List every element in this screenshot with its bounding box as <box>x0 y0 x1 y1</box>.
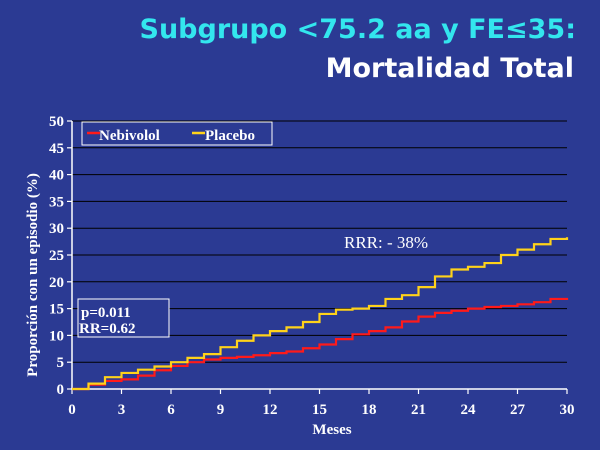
x-tick-label-0: 0 <box>68 402 76 418</box>
y-tick-label-0: 0 <box>57 382 65 398</box>
x-tick-label-12: 12 <box>263 402 278 418</box>
x-tick-label-27: 27 <box>510 402 526 418</box>
y-tick-label-5: 5 <box>57 355 65 371</box>
x-axis-title: Meses <box>312 422 351 438</box>
y-tick-label-50: 50 <box>49 114 64 130</box>
y-tick-label-15: 15 <box>49 302 64 318</box>
x-tick-label-3: 3 <box>118 402 126 418</box>
slide-title: Subgrupo <75.2 aa y FE≤35: <box>139 14 577 45</box>
rr-label: RR=0.62 <box>79 321 135 337</box>
legend-box <box>81 121 273 146</box>
x-tick-label-30: 30 <box>560 402 575 418</box>
y-tick-label-40: 40 <box>49 168 64 184</box>
y-tick-label-45: 45 <box>49 141 64 157</box>
y-axis-title: Proporción con un episodio (%) <box>25 173 41 377</box>
series-line-placebo <box>72 237 569 391</box>
y-tick-label-30: 30 <box>49 221 64 237</box>
x-tick-label-15: 15 <box>312 402 327 418</box>
slide-subtitle: Mortalidad Total <box>325 53 574 84</box>
legend-label-placebo: Placebo <box>205 128 255 144</box>
rrr-annotation: RRR: - 38% <box>344 233 428 252</box>
stats-box <box>77 298 170 338</box>
legend-label-nebivolol: Nebivolol <box>99 128 160 144</box>
y-tick-label-20: 20 <box>49 275 64 291</box>
x-tick-label-21: 21 <box>411 402 426 418</box>
y-tick-label-25: 25 <box>49 248 64 264</box>
x-tick-label-18: 18 <box>362 402 377 418</box>
y-tick-label-10: 10 <box>49 328 64 344</box>
y-tick-label-35: 35 <box>49 194 64 210</box>
p-value-label: p=0.011 <box>81 305 131 321</box>
x-tick-label-6: 6 <box>167 402 175 418</box>
x-tick-label-9: 9 <box>217 402 225 418</box>
x-tick-label-24: 24 <box>461 402 477 418</box>
